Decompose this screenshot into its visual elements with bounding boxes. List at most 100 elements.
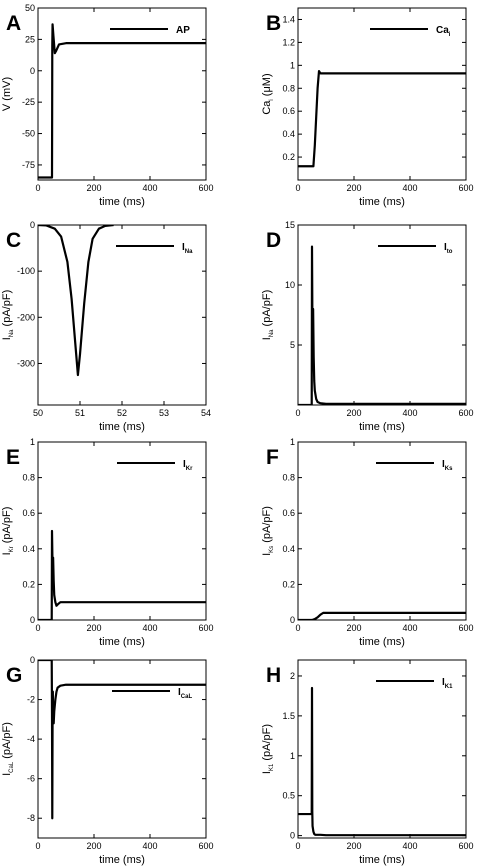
y-tick-label-c-1: -200 [17,312,35,322]
panel-letter-e: E [6,446,20,469]
x-tick-label-e-1: 200 [86,623,101,633]
y-tick-label-b-4: 1 [290,60,295,70]
x-tick-label-c-1: 51 [75,408,85,418]
y-tick-label-a-2: -25 [22,97,35,107]
x-axis-label-g: time (ms) [99,854,145,866]
y-axis-label-h-part-1: K1 [269,763,275,771]
y-tick-label-h-1: 0.5 [282,791,295,801]
y-tick-label-a-3: 0 [30,66,35,76]
legend-label-d-part-1: to [447,249,453,255]
y-axis-label-f: IKs (pA/pF) [261,506,275,556]
x-tick-label-b-1: 200 [346,183,361,193]
legend-label-d-part-0: I [444,242,447,253]
y-axis-label-b: Cai (μM) [261,73,275,114]
y-tick-label-b-5: 1.2 [282,37,295,47]
y-tick-label-e-3: 0.6 [22,508,35,518]
legend-label-f: IKs [442,459,453,472]
x-axis-label-c: time (ms) [99,421,145,433]
y-tick-label-e-4: 0.8 [22,473,35,483]
panel-letter-a: A [6,12,21,35]
legend-label-e: IKr [183,459,193,472]
plot-frame-f [297,441,467,621]
y-axis-label-g-part-1: CaL [9,761,15,773]
y-axis-label-a: V (mV) [1,77,13,111]
x-tick-label-e-2: 400 [142,623,157,633]
y-axis-label-e-part-2: (pA/pF) [1,507,13,547]
panel-letter-f: F [266,446,279,469]
x-tick-label-h-2: 400 [402,841,417,851]
legend-label-e-part-1: Kr [186,466,193,472]
y-axis-label-d-part-2: (pA/pF) [261,290,273,330]
x-tick-label-b-0: 0 [295,183,300,193]
y-tick-label-g-0: -8 [27,813,35,823]
x-tick-label-e-0: 0 [35,623,40,633]
series-line-f [298,611,466,620]
y-tick-label-c-3: 0 [30,220,35,230]
x-tick-label-d-3: 600 [458,408,473,418]
y-axis-label-a-part-0: V (mV) [1,77,13,111]
y-axis-label-g-part-2: (pA/pF) [1,722,13,762]
y-tick-label-h-2: 1 [290,751,295,761]
plot-frame-g [37,659,207,839]
legend-label-f-part-1: Ks [445,466,453,472]
x-tick-label-c-2: 52 [117,408,127,418]
legend-label-b-part-0: Ca [436,25,449,36]
y-tick-label-e-2: 0.4 [22,544,35,554]
x-axis-label-h: time (ms) [359,854,405,866]
panel-letter-h: H [266,664,281,687]
plot-frame-a [37,7,207,181]
y-tick-label-h-0: 0 [290,831,295,841]
legend-label-a: AP [176,25,190,36]
legend-label-c-part-1: Na [185,249,193,255]
plot-frame-h [297,659,467,839]
x-tick-label-g-1: 200 [86,841,101,851]
x-tick-label-g-0: 0 [35,841,40,851]
x-axis-label-b: time (ms) [359,196,405,208]
x-tick-label-d-2: 400 [402,408,417,418]
y-tick-label-e-5: 1 [30,437,35,447]
y-tick-label-c-0: -300 [17,358,35,368]
x-tick-label-g-3: 600 [198,841,213,851]
x-tick-label-d-1: 200 [346,408,361,418]
x-tick-label-e-3: 600 [198,623,213,633]
y-tick-label-f-3: 0.6 [282,508,295,518]
y-axis-label-e: IKr (pA/pF) [1,507,15,556]
y-tick-label-g-4: 0 [30,655,35,665]
series-line-d [298,245,466,405]
panel-letter-g: G [6,664,22,687]
y-tick-label-d-2: 15 [285,220,295,230]
series-line-c [38,225,114,377]
series-line-a [38,23,206,179]
y-tick-label-g-1: -6 [27,774,35,784]
y-tick-label-b-3: 0.8 [282,83,295,93]
legend-label-h-part-0: I [442,677,445,688]
legend-label-e-part-0: I [183,459,186,470]
x-tick-label-g-2: 400 [142,841,157,851]
legend-label-c: INa [182,242,193,255]
series-line-g [38,660,206,820]
series-line-h [298,686,466,837]
x-tick-label-h-3: 600 [458,841,473,851]
y-axis-label-b-part-2: (μM) [261,73,273,99]
legend-label-a-part-0: AP [176,25,190,36]
x-tick-label-f-2: 400 [402,623,417,633]
y-tick-label-e-1: 0.2 [22,579,35,589]
y-tick-label-a-4: 25 [25,34,35,44]
legend-label-f-part-0: I [442,459,445,470]
x-tick-label-c-4: 54 [201,408,211,418]
y-tick-label-f-2: 0.4 [282,544,295,554]
y-axis-label-c-part-1: Na [9,329,15,337]
x-tick-label-f-1: 200 [346,623,361,633]
panel-letter-d: D [266,229,281,252]
y-axis-label-h-part-0: I [261,771,273,774]
panel-letter-c: C [6,229,21,252]
x-tick-label-c-3: 53 [159,408,169,418]
x-axis-label-f: time (ms) [359,636,405,648]
y-axis-label-h: IK1 (pA/pF) [261,724,275,774]
x-tick-label-a-2: 400 [142,183,157,193]
